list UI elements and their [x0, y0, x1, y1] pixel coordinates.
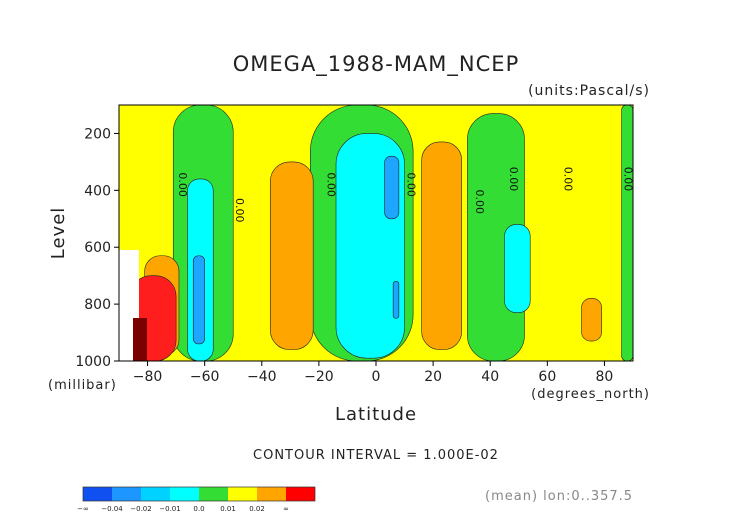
contour-bands [130, 104, 634, 362]
x-unit-note: (degrees_north) [531, 387, 650, 402]
colorbar-label: ∞ [283, 505, 289, 513]
colorbar-frame [82, 486, 316, 502]
x-tick-label: −80 [133, 369, 163, 385]
y-tick-label: 600 [84, 240, 111, 256]
y-tick-label: 200 [84, 126, 111, 142]
band-lightblue [192, 255, 205, 345]
band-orange [270, 161, 314, 350]
band-orange [421, 141, 462, 350]
y-axis-label: Level [48, 207, 69, 260]
x-axis: −80 −60 −40 −20 0 20 40 60 80 [133, 361, 614, 385]
contour-label: 0.00 [324, 172, 337, 197]
colorbar-label: 0.01 [220, 505, 236, 513]
colorbar-swatch [170, 487, 199, 501]
colorbar-label: −0.01 [159, 505, 180, 513]
colorbar-label: −0.02 [130, 505, 151, 513]
x-tick-label: 80 [596, 369, 614, 385]
x-tick-label: 60 [538, 369, 556, 385]
contour-label: 0.00 [561, 167, 574, 192]
contour-label: 0.00 [473, 189, 486, 214]
chart-title: OMEGA_1988-MAM_NCEP [233, 52, 519, 77]
plot-area: 0.00 0.00 0.00 0.00 0.00 0.00 0.00 0.00 [118, 104, 634, 362]
colorbar-label: 0.0 [193, 505, 204, 513]
dark-red-band [133, 318, 147, 361]
colorbar-swatch [83, 487, 112, 501]
contour-label: 0.00 [507, 167, 520, 192]
colorbar-swatch [199, 487, 228, 501]
contour-label: 0.00 [404, 172, 417, 197]
legend-colorbar: −∞ −0.04 −0.02 −0.01 0.0 0.01 0.02 ∞ [77, 486, 316, 513]
x-tick-label: −20 [304, 369, 334, 385]
colorbar-label: −0.04 [101, 505, 123, 513]
contour-interval-note: CONTOUR INTERVAL = 1.000E-02 [253, 448, 499, 463]
contour-label: 0.00 [621, 167, 634, 192]
y-tick-label: 1000 [75, 354, 111, 370]
footnote: (mean) lon:0..357.5 [485, 489, 633, 504]
contour-label-layer: 0.00 0.00 0.00 0.00 0.00 0.00 0.00 0.00 [176, 167, 634, 223]
units-note: (units:Pascal/s) [528, 83, 650, 99]
contour-label: 0.00 [233, 198, 246, 223]
x-tick-label: 0 [372, 369, 381, 385]
x-tick-label: −60 [190, 369, 220, 385]
colorbar-swatch [112, 487, 141, 501]
y-tick-label: 800 [84, 297, 111, 313]
band-lightblue [392, 281, 400, 319]
colorbar-label: −∞ [77, 505, 89, 513]
x-tick-label: 20 [424, 369, 442, 385]
band-orange [581, 298, 602, 342]
contour-label: 0.00 [176, 172, 189, 197]
band-lightblue [384, 155, 400, 220]
band-cyan [504, 224, 531, 313]
x-tick-label: −40 [247, 369, 277, 385]
colorbar-label: 0.02 [249, 505, 265, 513]
x-tick-label: 40 [481, 369, 499, 385]
colorbar-swatch [286, 487, 315, 501]
colorbar-swatch [257, 487, 286, 501]
missing-data-region [119, 250, 147, 361]
y-axis: 200 400 600 800 1000 [75, 126, 119, 370]
y-tick-label: 400 [84, 183, 111, 199]
y-unit-note: (millibar) [48, 378, 117, 393]
x-axis-label: Latitude [335, 404, 417, 425]
band-green [621, 104, 634, 362]
colorbar-swatch [141, 487, 170, 501]
colorbar-swatch [228, 487, 257, 501]
